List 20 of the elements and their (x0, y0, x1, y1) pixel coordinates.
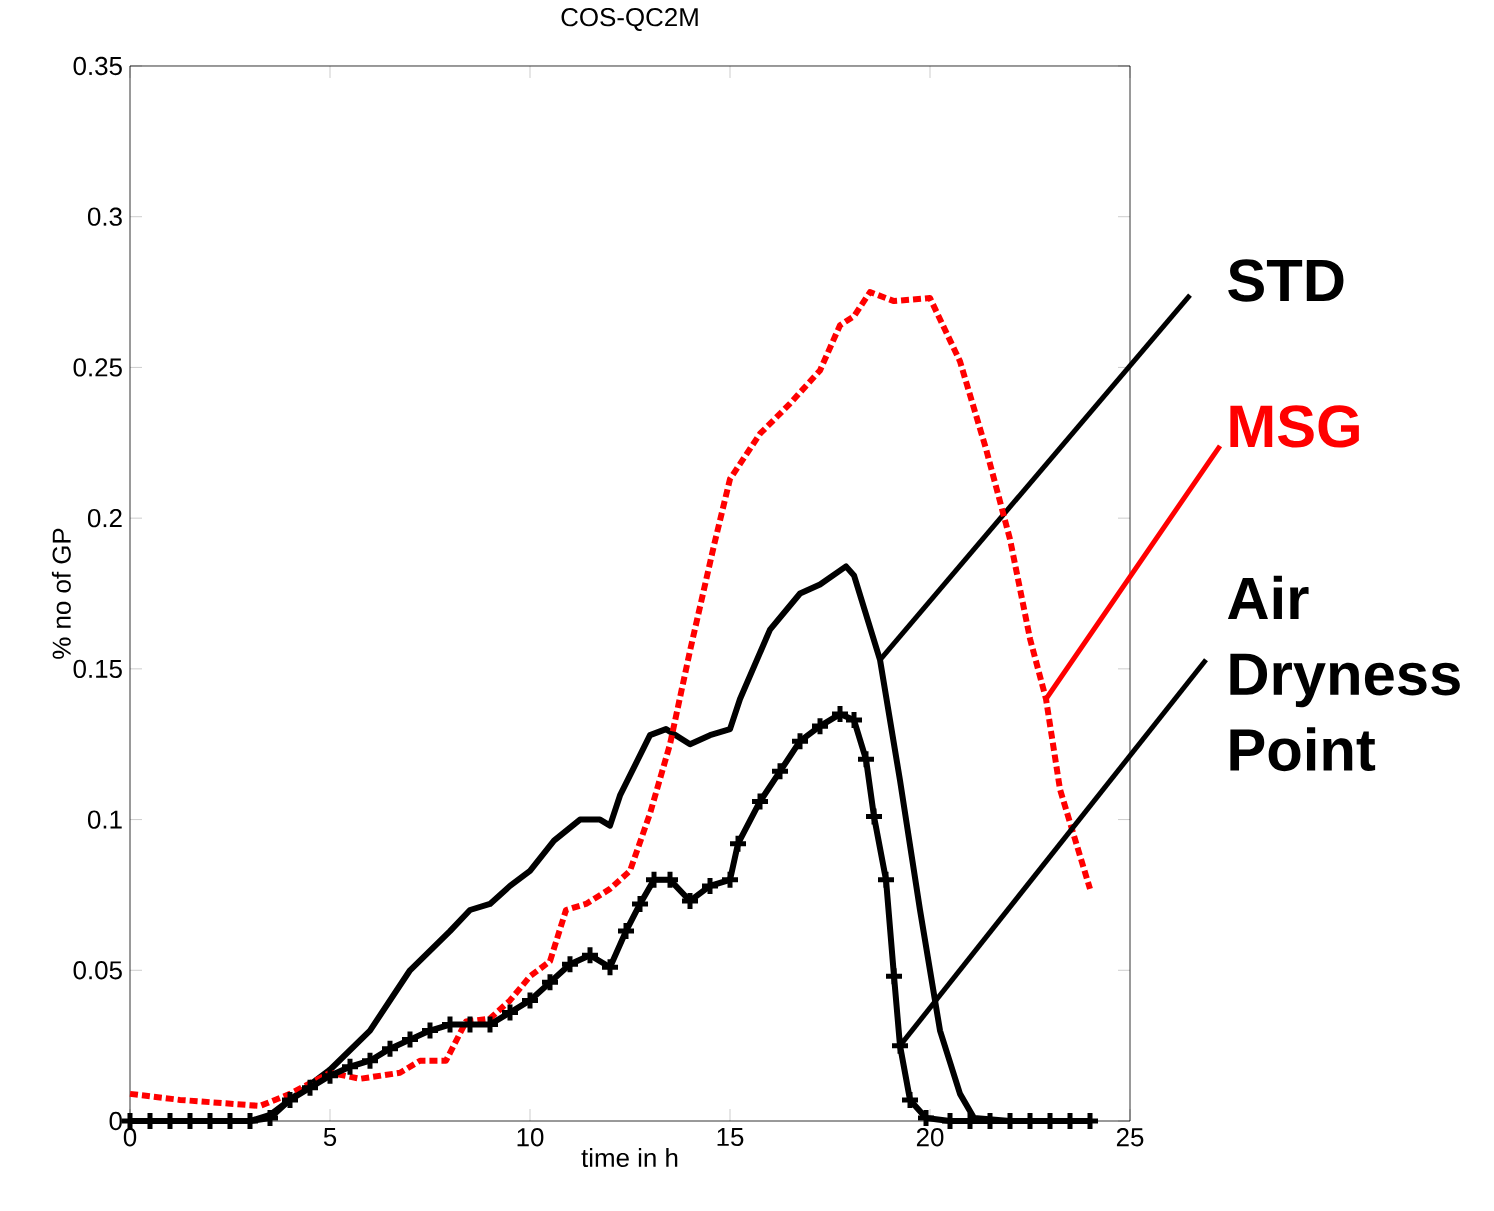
x-tick-label: 20 (916, 1128, 944, 1147)
y-axis-title: % no of GP (51, 528, 71, 659)
x-tick-label: 5 (323, 1128, 337, 1147)
y-tick-label: 0.15 (73, 659, 122, 679)
y-tick-label: 0.3 (87, 207, 122, 226)
y-tick-label: 0.25 (73, 358, 122, 377)
y-tick-label: 0.35 (73, 56, 122, 76)
text: Air Dryness Point (1227, 575, 1460, 772)
chart-title: COS-QC2M (561, 8, 698, 32)
x-tick-label: 25 (1116, 1128, 1144, 1147)
y-tick-label: 0.1 (87, 810, 122, 829)
y-tick-label: 0 (109, 1111, 122, 1131)
x-tick-label: 15 (717, 1128, 744, 1147)
x-tick-label: 10 (517, 1128, 544, 1147)
text: STD (1228, 259, 1344, 302)
y-tick-label: 0.05 (73, 961, 122, 980)
x-tick-label: 0 (123, 1128, 137, 1147)
x-axis-title: time in h (581, 1148, 678, 1168)
text: MSG (1230, 405, 1359, 448)
y-tick-label: 0.2 (87, 508, 122, 528)
